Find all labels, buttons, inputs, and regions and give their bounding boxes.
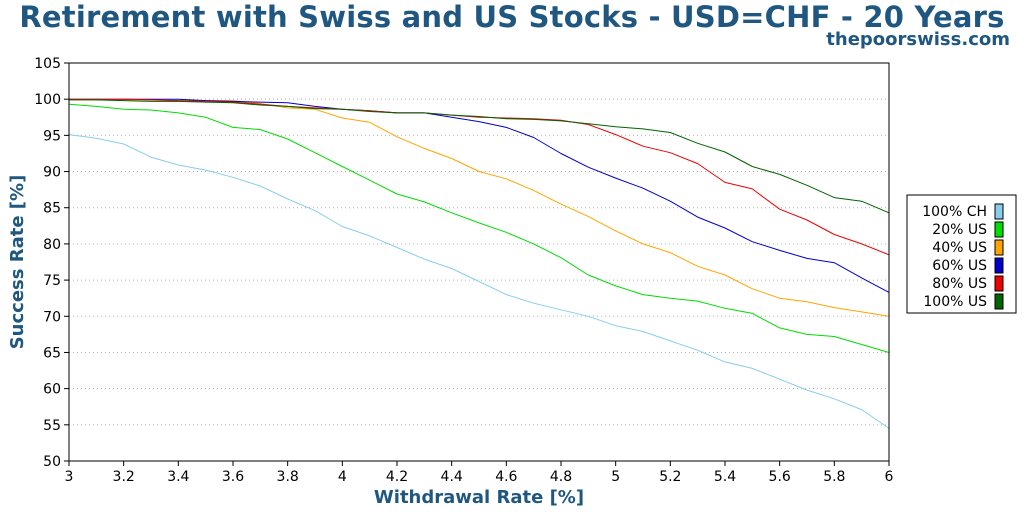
- legend-swatch: [994, 257, 1004, 274]
- x-axis-title: Withdrawal Rate [%]: [374, 487, 584, 508]
- y-axis-title: Success Rate [%]: [7, 175, 28, 350]
- x-tick-label: 5: [611, 469, 620, 485]
- legend-label: 40% US: [932, 240, 987, 256]
- x-axis: 3 3.2 3.4 3.6 3.8 4 4.2 4.4 4.6 4.8 5 5.2 5.4 5.6 5.8 6: [65, 461, 894, 485]
- x-tick-label: 5.6: [769, 469, 791, 485]
- x-tick-label: 5.8: [823, 469, 845, 485]
- x-tick-label: 6: [885, 469, 894, 485]
- series-line-100-us: [69, 99, 890, 214]
- series-line-20-us: [68, 103, 890, 353]
- legend-swatch: [994, 275, 1004, 292]
- x-tick-label: 3.2: [113, 469, 135, 485]
- x-tick-label: 4.8: [550, 469, 572, 485]
- x-tick-label: 4.2: [386, 469, 408, 485]
- site-credit: thepoorswiss.com: [826, 29, 1010, 50]
- y-tick-label: 55: [43, 418, 61, 434]
- series-line-100-ch: [68, 134, 890, 429]
- legend-label: 80% US: [932, 276, 987, 292]
- grid-lines: [69, 98, 889, 426]
- x-tick-label: 3: [65, 469, 74, 485]
- legend-swatch: [994, 239, 1004, 256]
- y-tick-label: 85: [43, 201, 61, 217]
- y-tick-label: 95: [43, 128, 61, 144]
- legend-swatch: [994, 221, 1004, 238]
- x-tick-label: 5.4: [714, 469, 736, 485]
- y-axis: 105 100 95 90 85 80 75 70 65 60 55 50: [34, 56, 69, 470]
- legend-label: 100% CH: [922, 204, 987, 220]
- legend: 100% CH 20% US 40% US 60% US 80% US 100% US: [906, 194, 1017, 314]
- series-lines: [68, 98, 890, 429]
- y-tick-label: 50: [43, 454, 61, 470]
- y-tick-label: 65: [43, 345, 61, 361]
- x-tick-label: 4.6: [495, 469, 517, 485]
- x-tick-label: 5.2: [659, 469, 681, 485]
- x-tick-label: 4.4: [441, 469, 463, 485]
- legend-label: 60% US: [932, 258, 987, 274]
- series-line-60-us: [69, 98, 890, 293]
- x-tick-label: 3.6: [222, 469, 244, 485]
- y-tick-label: 90: [43, 165, 61, 181]
- x-tick-label: 3.4: [167, 469, 189, 485]
- x-tick-label: 4: [338, 469, 347, 485]
- y-tick-label: 70: [43, 309, 61, 325]
- y-tick-label: 80: [43, 237, 61, 253]
- legend-label: 20% US: [932, 222, 987, 238]
- legend-swatch: [994, 293, 1004, 310]
- chart-title: Retirement with Swiss and US Stocks - US…: [19, 0, 1005, 34]
- series-line-80-us: [69, 98, 890, 256]
- plot-frame: [68, 62, 890, 462]
- y-tick-label: 75: [43, 273, 61, 289]
- y-tick-label: 60: [43, 382, 61, 398]
- legend-label: 100% US: [923, 294, 987, 310]
- y-tick-label: 100: [34, 92, 61, 108]
- x-tick-label: 3.8: [277, 469, 299, 485]
- y-tick-label: 105: [34, 56, 61, 72]
- legend-swatch: [994, 203, 1004, 220]
